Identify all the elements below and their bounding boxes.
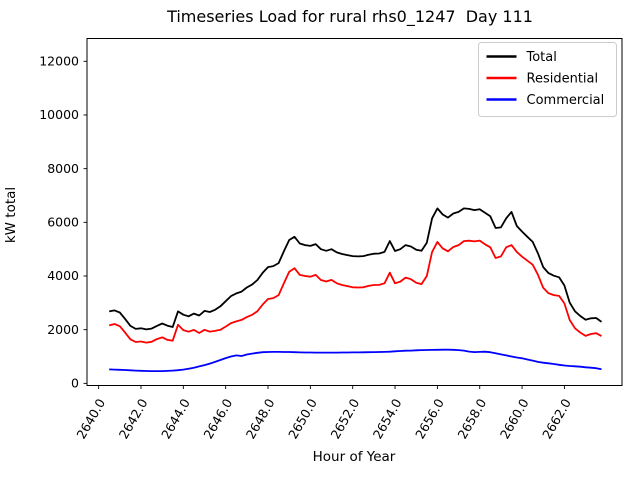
- x-axis-label: Hour of Year: [313, 449, 396, 465]
- legend: Total Residential Commercial: [478, 42, 617, 117]
- y-axis-label: kW total: [3, 187, 19, 243]
- y-axis-ticks: 0 2000 4000 6000 8000 10000 12000: [39, 54, 87, 391]
- y-tick-label: 12000: [39, 54, 79, 69]
- legend-label-total: Total: [526, 50, 557, 65]
- y-tick-label: 4000: [47, 268, 79, 283]
- chart-title: Timeseries Load for rural rhs0_1247 Day …: [166, 7, 533, 27]
- y-tick-label: 10000: [39, 107, 79, 122]
- y-tick-label: 0: [71, 376, 79, 391]
- y-tick-label: 8000: [47, 161, 79, 176]
- series-lines: [108, 207, 603, 373]
- y-tick-label: 6000: [47, 215, 79, 230]
- axes-frame: [86, 38, 623, 386]
- series-line-residential: [108, 239, 602, 344]
- legend-frame: [478, 42, 617, 117]
- series-line-total: [109, 207, 603, 331]
- y-tick-label: 2000: [47, 322, 79, 337]
- legend-label-commercial: Commercial: [527, 93, 605, 108]
- series-line-commercial: [109, 348, 602, 373]
- legend-label-residential: Residential: [527, 72, 599, 87]
